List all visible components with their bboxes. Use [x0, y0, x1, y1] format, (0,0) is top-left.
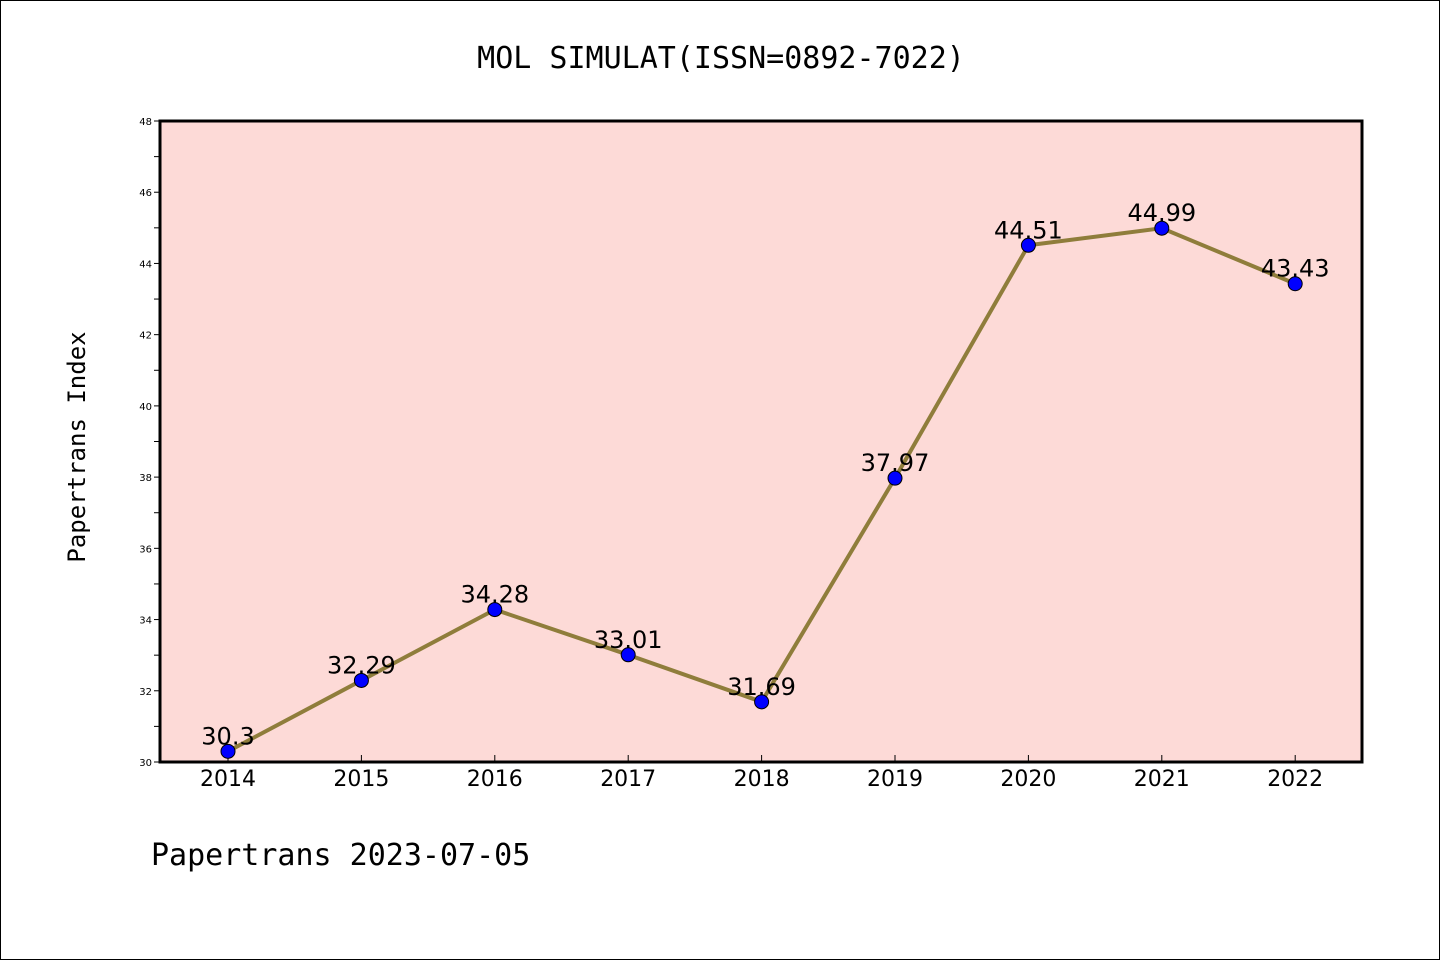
data-point	[1287, 276, 1303, 292]
data-label: 34.28	[460, 581, 529, 609]
x-tick-label: 2016	[467, 767, 523, 792]
x-tick-label: 2015	[333, 767, 389, 792]
data-point	[1020, 237, 1036, 253]
data-label: 30.3	[201, 722, 254, 750]
data-point	[754, 694, 770, 710]
data-labels: 30.3 32.29 34.28 33.01 31.69 37.97 44.51 44.99 4…	[201, 199, 1329, 750]
y-axis-label: Papertrans Index	[63, 331, 91, 562]
data-label: 31.69	[727, 673, 796, 701]
data-point	[620, 647, 636, 663]
y-tick-label: 34	[139, 616, 152, 627]
x-tick-label: 2022	[1267, 767, 1323, 792]
y-axis-ticks: 30 32 34 36 38 40 42 44 46 48	[139, 117, 160, 769]
data-point	[1154, 220, 1170, 236]
x-tick-label: 2017	[600, 767, 656, 792]
series-markers	[220, 220, 1303, 759]
data-point	[887, 470, 903, 486]
y-tick-label: 38	[139, 473, 152, 484]
data-label: 43.43	[1261, 255, 1330, 283]
y-tick-label: 44	[139, 259, 152, 270]
chart-title: MOL SIMULAT(ISSN=0892-7022)	[477, 41, 965, 76]
x-tick-label: 2018	[734, 767, 790, 792]
footer-text: Papertrans 2023-07-05	[151, 838, 530, 873]
y-tick-label: 36	[139, 544, 152, 555]
data-point	[487, 602, 503, 618]
y-tick-label: 48	[139, 117, 152, 128]
y-tick-label: 46	[139, 188, 152, 199]
data-label: 33.01	[594, 626, 663, 654]
x-tick-label: 2020	[1000, 767, 1056, 792]
x-tick-label: 2014	[200, 767, 256, 792]
data-label: 32.29	[327, 651, 396, 679]
data-label: 44.51	[994, 216, 1063, 244]
x-tick-label: 2019	[867, 767, 923, 792]
data-point	[220, 743, 236, 759]
data-label: 44.99	[1127, 199, 1196, 227]
data-label: 37.97	[861, 449, 930, 477]
x-tick-label: 2021	[1134, 767, 1190, 792]
y-tick-label: 42	[139, 331, 152, 342]
data-point	[353, 672, 369, 688]
x-axis-ticks: 2014 2015 2016 2017 2018 2019 2020 2021 2022	[200, 755, 1323, 792]
y-tick-label: 40	[139, 402, 152, 413]
y-tick-label: 32	[139, 687, 152, 698]
y-tick-label: 30	[139, 758, 152, 769]
